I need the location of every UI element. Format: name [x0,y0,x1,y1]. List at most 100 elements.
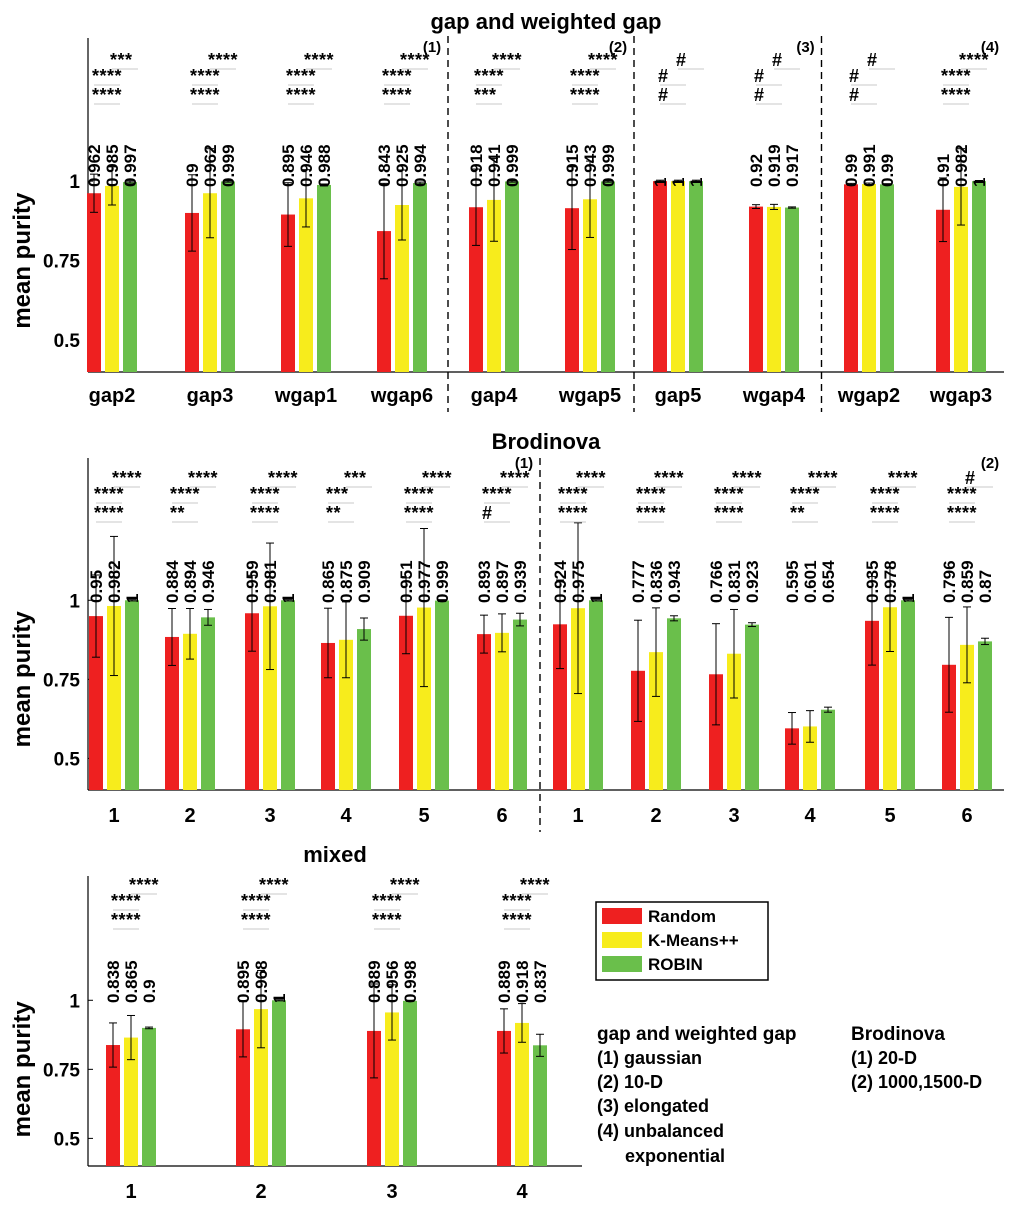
legend-label-random: Random [648,907,716,926]
x-tick-label: gap5 [655,385,702,407]
significance-marker: *** [326,484,349,504]
value-label: 0.875 [337,560,356,603]
value-label: 1 [899,594,918,603]
legend-label-kmeans: K-Means++ [648,931,739,950]
x-tick-label: wgap5 [558,385,621,407]
value-label: 0.999 [503,144,522,187]
x-tick-label: gap2 [89,385,136,407]
value-label: 0.91 [934,154,953,187]
significance-marker: **** [372,910,402,930]
value-label: 0.917 [783,144,802,187]
significance-marker: **** [941,66,971,86]
value-label: 0.918 [513,960,532,1003]
notes-gap-line: exponential [625,1146,725,1166]
bar-k-means- [107,605,121,790]
x-tick-label: 2 [184,805,195,827]
significance-marker: **** [808,468,838,488]
bar-random [377,231,391,372]
notes-brod-title: Brodinova [851,1024,945,1045]
y-tick-label: 0.75 [43,252,80,273]
significance-marker: **** [482,484,512,504]
value-label: 0.796 [940,560,959,603]
bar-k-means- [263,606,277,790]
bar-robin [272,1000,286,1166]
x-tick-label: 4 [340,805,352,827]
significance-marker: **** [372,891,402,911]
x-tick-label: 2 [650,805,661,827]
notes-gap-line: (1) gaussian [597,1048,702,1068]
value-label: 0.766 [707,560,726,603]
significance-marker: **** [576,468,606,488]
x-tick-label: 5 [418,805,429,827]
bar-robin [667,618,681,790]
bar-robin [403,1000,417,1166]
value-label: 0.915 [563,144,582,187]
significance-marker: # [772,50,783,70]
x-tick-label: 1 [125,1181,136,1200]
value-label: 0.9 [140,979,159,1003]
value-label: 0.837 [531,960,550,1003]
significance-marker: **** [558,503,588,523]
bar-random [497,1030,511,1166]
value-label: 0.831 [725,560,744,603]
significance-marker: **** [636,484,666,504]
value-label: 0.962 [85,144,104,187]
significance-marker: **** [112,468,142,488]
significance-marker: **** [422,468,452,488]
value-label: 0.988 [315,144,334,187]
significance-marker: **** [732,468,762,488]
x-tick-label: 1 [572,805,583,827]
notes-gap-line: (3) elongated [597,1096,709,1116]
legend: Random K-Means++ ROBIN [595,901,769,981]
bar-k-means- [395,205,409,372]
significance-marker: *** [474,85,497,105]
significance-marker: **** [500,468,530,488]
y-axis-label: mean purity [9,611,36,748]
bar-random [477,634,491,790]
bar-random [367,1030,381,1166]
significance-marker: **** [190,85,220,105]
bar-random [942,664,956,790]
value-label: 0.918 [467,144,486,187]
significance-marker: **** [286,66,316,86]
value-label: 0.946 [297,144,316,187]
legend-swatch-robin [602,956,642,972]
significance-marker: **** [520,875,550,895]
bar-robin [357,629,371,790]
significance-marker: **** [94,484,124,504]
significance-marker: **** [714,503,744,523]
value-label: 0.991 [860,144,879,187]
y-tick-label: 1 [69,991,80,1012]
value-label: 0.978 [881,560,900,603]
bar-random [631,670,645,790]
significance-marker: **** [170,484,200,504]
value-label: 0.962 [201,144,220,187]
bar-k-means- [583,199,597,372]
significance-marker: # [849,66,860,86]
bar-k-means- [767,206,781,372]
value-label: 0.975 [569,560,588,603]
value-label: 0.982 [952,144,971,187]
y-tick-label: 0.75 [43,670,80,691]
x-tick-label: 5 [884,805,895,827]
bar-k-means- [183,633,197,790]
value-label: 0.909 [355,560,374,603]
bar-k-means- [385,1012,399,1166]
value-label: 0.985 [103,144,122,187]
x-tick-label: 4 [516,1181,528,1200]
significance-marker: # [754,66,765,86]
bar-random [844,184,858,372]
x-tick-label: gap4 [471,385,519,407]
value-label: 0.999 [433,560,452,603]
significance-marker: ** [326,503,341,523]
value-label: 0.865 [122,960,141,1003]
value-label: 0.956 [383,960,402,1003]
value-label: 0.999 [219,144,238,187]
legend-swatch-random [602,908,642,924]
x-tick-label: 3 [386,1181,397,1200]
significance-marker: **** [947,503,977,523]
bar-k-means- [299,198,313,372]
bar-k-means- [954,186,968,372]
significance-marker: **** [654,468,684,488]
